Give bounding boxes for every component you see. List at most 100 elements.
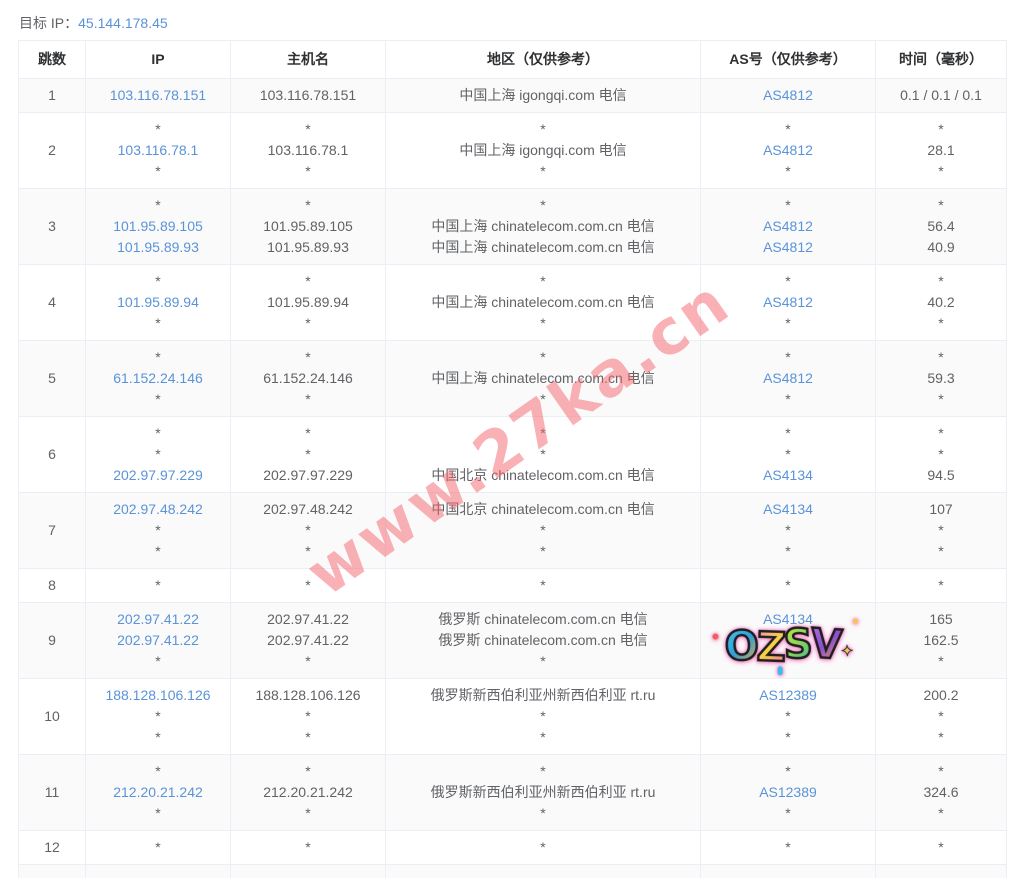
cell-ip: 202.97.48.242 * * — [85, 492, 231, 569]
cell-text: 61.152.24.146 — [263, 370, 353, 386]
cell-text: * — [938, 805, 944, 821]
cell-text: * — [785, 543, 791, 559]
cell-text: * — [938, 121, 944, 137]
cell-text: 中国上海 chinatelecom.com.cn 电信 — [431, 239, 655, 255]
cell-text: * — [938, 391, 944, 407]
cell-text: 212.20.21.242 — [263, 784, 353, 800]
cell-text: * — [938, 763, 944, 779]
cell-text: * — [155, 446, 161, 462]
ip-link[interactable]: 101.95.89.94 — [117, 294, 199, 310]
table-body: 1 103.116.78.151 103.116.78.151 中国上海 igongq… — [18, 78, 1007, 878]
cell-text: 202.97.41.22 — [267, 611, 349, 627]
cell-text: * — [305, 543, 311, 559]
cell-text: * — [540, 121, 546, 137]
cell-region: 中国上海 igongqi.com 电信 — [385, 78, 701, 113]
cell-text: 202.97.48.242 — [263, 501, 353, 517]
cell-region: * — [385, 568, 701, 603]
cell-asn: * — [700, 830, 876, 865]
ip-link[interactable]: 188.128.106.126 — [105, 687, 211, 703]
cell-text: * — [540, 349, 546, 365]
cell-text: * — [155, 653, 161, 669]
cell-ip — [85, 864, 231, 878]
asn-link[interactable]: AS12389 — [759, 687, 817, 703]
cell-text: 4 — [48, 294, 56, 310]
cell-text: 162.5 — [923, 632, 959, 648]
cell-text: 94.5 — [927, 467, 955, 483]
cell-text: * — [938, 839, 944, 855]
cell-text: * — [938, 273, 944, 289]
cell-text: 324.6 — [923, 784, 959, 800]
cell-time — [875, 864, 1007, 878]
cell-region: * 中国上海 chinatelecom.com.cn 电信 中国上海 chinate… — [385, 188, 701, 265]
cell-asn: * AS4812 AS4812 — [700, 188, 876, 265]
cell-text: * — [785, 315, 791, 331]
asn-link[interactable]: AS12389 — [759, 784, 817, 800]
cell-region: * — [385, 830, 701, 865]
cell-text: 中国北京 chinatelecom.com.cn 电信 — [431, 467, 655, 483]
cell-host: * — [230, 830, 386, 865]
cell-hop: 3 — [18, 188, 86, 265]
cell-text: 6 — [48, 446, 56, 462]
cell-text: * — [155, 391, 161, 407]
cell-text: * — [305, 653, 311, 669]
cell-text: * — [785, 708, 791, 724]
ip-link[interactable]: 212.20.21.242 — [113, 784, 203, 800]
table-row: 4 * 101.95.89.94 * * 101.95.89.94 * * 中国上海 china… — [18, 264, 1007, 341]
column-header-region: 地区（仅供参考） — [385, 40, 701, 79]
cell-text: * — [785, 197, 791, 213]
ip-link[interactable]: 61.152.24.146 — [113, 370, 203, 386]
sticker-paint-dot — [777, 666, 783, 676]
cell-text: 200.2 — [923, 687, 959, 703]
asn-link[interactable]: AS4812 — [763, 87, 813, 103]
cell-ip: * 61.152.24.146 * — [85, 340, 231, 417]
ip-link[interactable]: 103.116.78.1 — [117, 142, 199, 158]
cell-text: * — [540, 653, 546, 669]
cell-text: * — [785, 163, 791, 179]
cell-text: * — [938, 446, 944, 462]
asn-link[interactable]: AS4812 — [763, 294, 813, 310]
cell-hop: 9 — [18, 602, 86, 679]
cell-hop — [18, 864, 86, 878]
cell-asn: AS12389 * * — [700, 678, 876, 755]
cell-time: * — [875, 830, 1007, 865]
cell-text: * — [938, 197, 944, 213]
cell-text: * — [305, 273, 311, 289]
column-header-host: 主机名 — [230, 40, 386, 79]
asn-link[interactable]: AS4134 — [763, 611, 813, 627]
cell-hop: 2 — [18, 112, 86, 189]
cell-text: * — [540, 163, 546, 179]
ip-link[interactable]: 202.97.97.229 — [113, 467, 203, 483]
cell-text: * — [305, 425, 311, 441]
cell-text: * — [938, 349, 944, 365]
cell-text: 10 — [44, 708, 60, 724]
cell-text: * — [305, 315, 311, 331]
cell-text: * — [305, 763, 311, 779]
column-header-asn: AS号（仅供参考） — [700, 40, 876, 79]
asn-link[interactable]: AS4812 — [763, 370, 813, 386]
cell-text: * — [305, 708, 311, 724]
cell-time: 107 * * — [875, 492, 1007, 569]
cell-hop: 1 — [18, 78, 86, 113]
asn-link[interactable]: AS4134 — [763, 501, 813, 517]
cell-text: 107 — [929, 501, 953, 517]
table-row: 9 202.97.41.22 202.97.41.22 * 202.97.41.22 20… — [18, 602, 1007, 679]
ip-link[interactable]: 101.95.89.105 — [113, 218, 203, 234]
cell-ip: * 212.20.21.242 * — [85, 754, 231, 831]
target-ip-value[interactable]: 45.144.178.45 — [78, 15, 168, 31]
ip-link[interactable]: 103.116.78.151 — [109, 87, 207, 103]
cell-text: 59.3 — [927, 370, 955, 386]
asn-link[interactable]: AS4812 — [763, 142, 813, 158]
asn-link[interactable]: AS4134 — [763, 467, 813, 483]
cell-host: * 103.116.78.1 * — [230, 112, 386, 189]
asn-link[interactable]: AS4812 — [763, 239, 813, 255]
cell-hop: 10 — [18, 678, 86, 755]
ip-link[interactable]: 101.95.89.93 — [117, 239, 199, 255]
cell-text: * — [785, 391, 791, 407]
sparkle-icon: ✦ — [840, 641, 852, 661]
cell-text: 中国上海 igongqi.com 电信 — [459, 87, 627, 103]
ip-link[interactable]: 202.97.41.22 — [117, 632, 199, 648]
ip-link[interactable]: 202.97.48.242 — [113, 501, 203, 517]
ip-link[interactable]: 202.97.41.22 — [117, 611, 199, 627]
cell-text: * — [938, 708, 944, 724]
asn-link[interactable]: AS4812 — [763, 218, 813, 234]
